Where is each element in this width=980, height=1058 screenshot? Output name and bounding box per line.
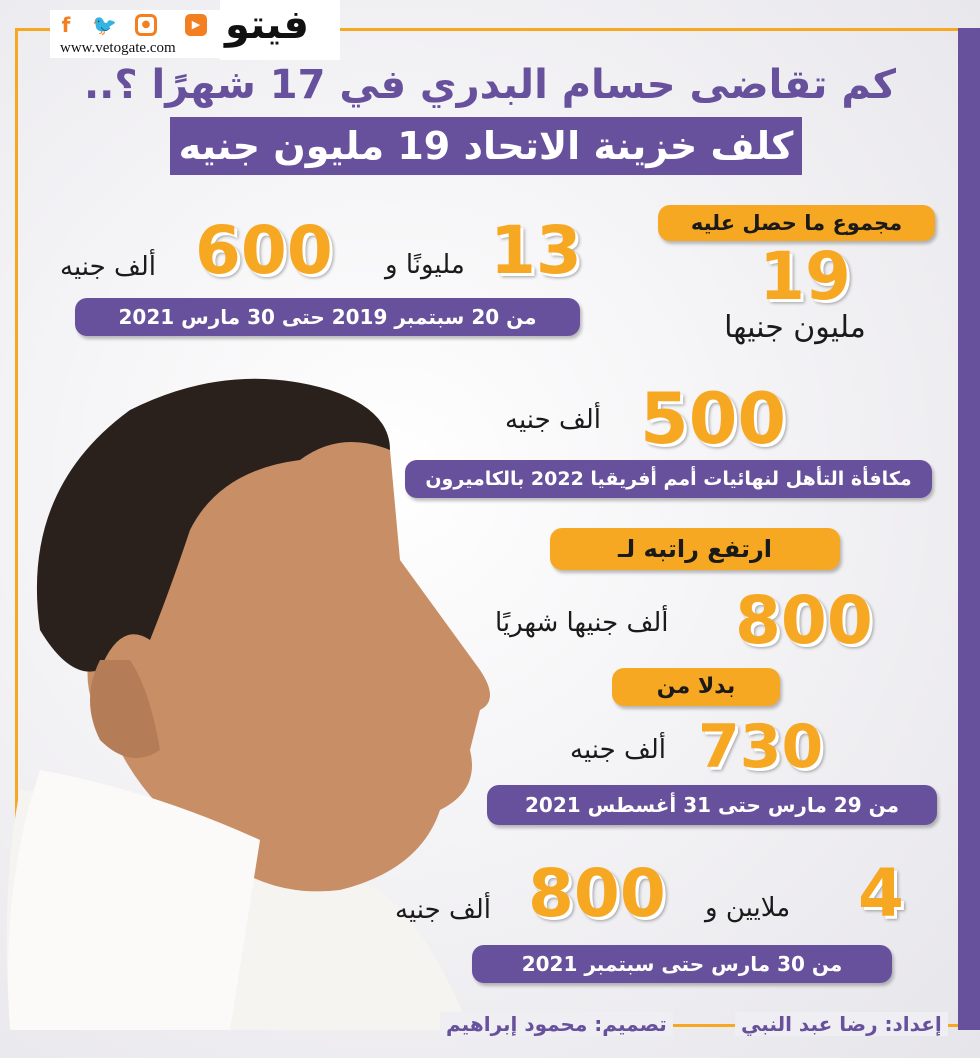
salary2-millions: 4 (858, 855, 904, 932)
youtube-icon[interactable]: ▶ (185, 14, 207, 36)
raise-value: 800 (735, 582, 873, 659)
total-label: مجموع ما حصل عليه (658, 205, 935, 241)
frame-border-top (15, 28, 958, 31)
frame-border-left (15, 28, 18, 1025)
instead-label: بدلا من (612, 668, 780, 706)
salary1-millions: 13 (490, 212, 582, 289)
credit-design: تصميم: محمود إبراهيم (440, 1012, 673, 1036)
instagram-icon[interactable]: ● (135, 14, 157, 36)
bonus-description: مكافأة التأهل لنهائيات أمم أفريقيا 2022 … (405, 460, 932, 498)
raise-unit: ألف جنيها شهريًا (495, 608, 669, 638)
salary2-millions-label: ملايين و (705, 893, 791, 923)
total-value: 19 (759, 238, 851, 315)
vetogate-logo: فيتو (225, 2, 309, 48)
salary1-period: من 20 سبتمبر 2019 حتى 30 مارس 2021 (75, 298, 580, 336)
raise-period: من 29 مارس حتى 31 أغسطس 2021 (487, 785, 937, 825)
salary2-period: من 30 مارس حتى سبتمبر 2021 (472, 945, 892, 983)
bonus-value: 500 (640, 378, 787, 460)
bonus-unit: ألف جنيه (505, 405, 602, 435)
salary1-millions-label: مليونًا و (385, 250, 465, 280)
salary1-thousands-label: ألف جنيه (60, 252, 157, 282)
salary2-thousands: 800 (528, 855, 666, 932)
salary2-thousands-label: ألف جنيه (395, 895, 492, 925)
headline: كم تقاضى حسام البدري في 17 شهرًا ؟.. (83, 62, 897, 108)
portrait-image (6, 378, 490, 1030)
website-url[interactable]: www.vetogate.com (60, 40, 176, 56)
credit-prepared: إعداد: رضا عبد النبي (735, 1012, 948, 1036)
subheadline: كلف خزينة الاتحاد 19 مليون جنيه (170, 117, 802, 175)
side-bar (958, 28, 980, 1030)
salary1-thousands: 600 (195, 212, 333, 289)
old-value: 730 (698, 712, 824, 782)
total-unit: مليون جنيها (724, 310, 866, 345)
twitter-icon[interactable]: 🐦 (92, 13, 117, 37)
old-unit: ألف جنيه (570, 735, 667, 765)
raise-label: ارتفع راتبه لـ (550, 528, 840, 570)
facebook-icon[interactable]: f (61, 13, 71, 37)
